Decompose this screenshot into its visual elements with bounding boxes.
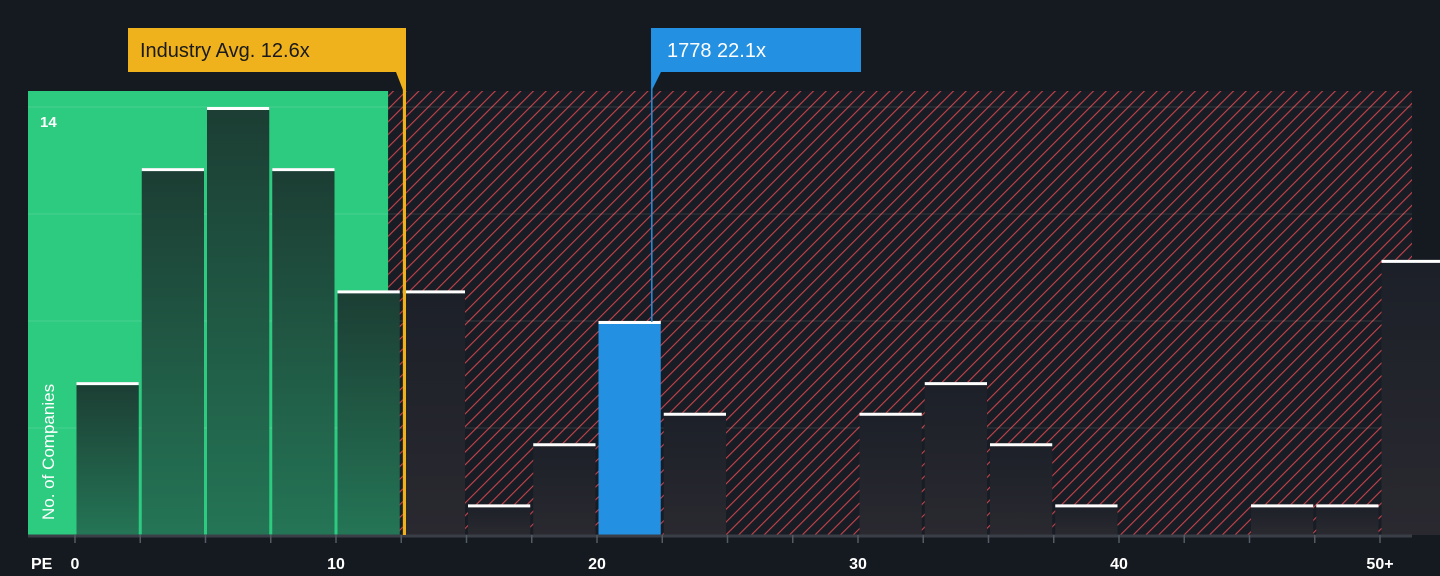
histogram-bar [860,413,922,535]
histogram-bar [468,504,530,535]
histogram-bar [1382,260,1440,535]
x-tick-label: 50+ [1366,556,1393,571]
histogram-bar [272,168,334,535]
x-tick-label: 10 [327,556,345,571]
x-tick-label: 0 [71,556,80,571]
histogram-bar [338,290,400,535]
histogram-bar [664,413,726,535]
histogram-bar [925,382,987,535]
histogram-bar [533,443,595,535]
histogram-bar [403,290,465,535]
y-axis-label: No. of Companies [39,384,58,520]
histogram-bar [1316,504,1378,535]
company-bar [599,321,661,535]
industry-avg-label: Industry Avg. 12.6x [140,40,310,62]
x-tick-label: 30 [849,556,867,571]
x-axis-label: PE [31,556,53,571]
x-tick-label: 20 [588,556,606,571]
x-tick-label: 40 [1110,556,1128,571]
y-tick-label: 14 [40,114,57,131]
histogram-bar [1055,504,1117,535]
histogram-bar [990,443,1052,535]
histogram-bar [1251,504,1313,535]
histogram-bar [207,107,269,535]
histogram-bar [77,382,139,535]
histogram-bar [142,168,204,535]
company-label: 1778 22.1x [667,40,766,62]
